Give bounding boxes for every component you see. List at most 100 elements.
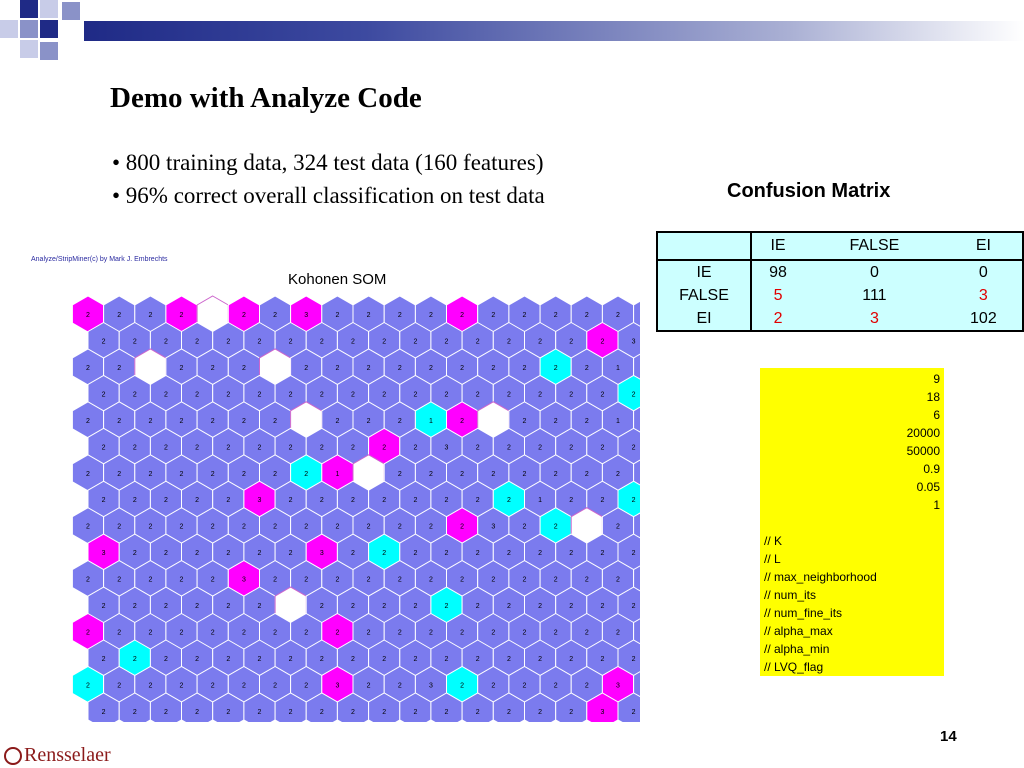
parameter-value: 20000 <box>906 426 940 440</box>
som-credit: Analyze/StripMiner(c) by Mark J. Embrech… <box>31 256 168 263</box>
som-node-label: 2 <box>398 418 402 425</box>
som-node-label: 2 <box>398 312 402 319</box>
som-node-label: 2 <box>102 603 106 610</box>
som-node-label: 2 <box>211 471 215 478</box>
parameter-comment: // alpha_min <box>764 642 830 656</box>
som-node-label: 2 <box>413 497 417 504</box>
som-node-label: 2 <box>554 418 558 425</box>
som-node-label: 2 <box>507 709 511 716</box>
som-node-label: 2 <box>523 577 527 584</box>
row-label: EI <box>657 307 752 331</box>
som-node-label: 2 <box>429 630 433 637</box>
som-node-label: 2 <box>367 682 371 689</box>
header-bar <box>84 21 1024 41</box>
som-node-label: 2 <box>273 312 277 319</box>
som-node-label: 2 <box>554 312 558 319</box>
som-node-label: 2 <box>476 709 480 716</box>
som-node-label: 2 <box>491 365 495 372</box>
som-node-label: 2 <box>164 656 168 663</box>
row-label: FALSE <box>657 284 752 307</box>
table-cell: 98 <box>751 260 805 284</box>
som-node-label: 2 <box>569 391 573 398</box>
som-node-label: 2 <box>507 339 511 346</box>
som-node-label: 2 <box>632 550 636 557</box>
som-node-label: 2 <box>242 471 246 478</box>
som-node-label: 2 <box>600 497 604 504</box>
som-node-label: 2 <box>164 444 168 451</box>
som-node-label: 2 <box>195 656 199 663</box>
som-node-label: 2 <box>367 577 371 584</box>
som-node-label: 2 <box>398 682 402 689</box>
som-node-label: 2 <box>117 630 121 637</box>
som-node-label: 2 <box>538 444 542 451</box>
parameter-comment: // K <box>764 534 783 548</box>
som-node-label: 2 <box>476 656 480 663</box>
som-node-label: 2 <box>632 391 636 398</box>
som-node-label: 2 <box>242 365 246 372</box>
som-node-label: 2 <box>164 339 168 346</box>
som-node-label: 2 <box>335 524 339 531</box>
som-node-label: 2 <box>600 391 604 398</box>
som-node-label: 2 <box>569 656 573 663</box>
som-node-label: 2 <box>86 418 90 425</box>
som-node-label: 2 <box>180 471 184 478</box>
som-node-label: 2 <box>569 339 573 346</box>
som-node-label: 2 <box>445 709 449 716</box>
som-node-label: 2 <box>226 550 230 557</box>
som-node-label: 2 <box>226 656 230 663</box>
som-node-label: 2 <box>242 682 246 689</box>
som-node-label: 2 <box>133 444 137 451</box>
som-title: Kohonen SOM <box>288 271 387 288</box>
som-node-label: 2 <box>523 418 527 425</box>
som-node-label: 2 <box>460 524 464 531</box>
som-node-label: 1 <box>616 365 620 372</box>
som-node-label: 3 <box>445 444 449 451</box>
som-node-label: 2 <box>382 497 386 504</box>
som-node-label: 2 <box>195 603 199 610</box>
som-node-label: 2 <box>273 682 277 689</box>
som-node-label: 2 <box>351 339 355 346</box>
som-node-label: 2 <box>211 682 215 689</box>
column-header: IE <box>751 231 805 261</box>
parameter-value: 6 <box>933 408 940 422</box>
som-node-label: 2 <box>211 577 215 584</box>
som-node-label: 2 <box>195 391 199 398</box>
som-node-label: 2 <box>413 550 417 557</box>
som-node-label: 2 <box>491 682 495 689</box>
som-node-label: 2 <box>211 524 215 531</box>
som-node-label: 2 <box>335 577 339 584</box>
som-node-label: 2 <box>569 497 573 504</box>
som-node-label: 2 <box>180 312 184 319</box>
som-node-label: 2 <box>445 603 449 610</box>
som-node-label: 2 <box>164 709 168 716</box>
som-node-label: 2 <box>164 391 168 398</box>
som-node-label: 2 <box>258 603 262 610</box>
som-node <box>617 692 640 722</box>
som-node-label: 2 <box>569 603 573 610</box>
som-node-label: 2 <box>382 709 386 716</box>
som-node-label: 2 <box>86 682 90 689</box>
som-node-label: 2 <box>538 656 542 663</box>
som-node-label: 2 <box>554 630 558 637</box>
som-node-label: 2 <box>538 709 542 716</box>
som-node <box>633 300 640 328</box>
som-node-label: 2 <box>507 603 511 610</box>
som-node-label: 2 <box>117 312 121 319</box>
som-node-label: 2 <box>429 577 433 584</box>
table-cell: 0 <box>804 260 945 284</box>
som-node-label: 2 <box>304 365 308 372</box>
parameters-panel: 9 18 6 20000 50000 0.9 0.05 1 // K // L … <box>760 368 944 676</box>
som-node-label: 2 <box>148 312 152 319</box>
som-node-label: 2 <box>616 630 620 637</box>
som-node-label: 2 <box>226 497 230 504</box>
som-node-label: 2 <box>133 339 137 346</box>
som-node <box>633 618 640 645</box>
som-node-label: 2 <box>585 471 589 478</box>
confusion-matrix-title: Confusion Matrix <box>727 180 891 202</box>
som-node-label: 2 <box>616 312 620 319</box>
som-node-label: 2 <box>367 630 371 637</box>
som-node-label: 2 <box>86 471 90 478</box>
som-node-label: 2 <box>538 339 542 346</box>
som-node-label: 3 <box>616 682 620 689</box>
som-node-label: 2 <box>226 391 230 398</box>
